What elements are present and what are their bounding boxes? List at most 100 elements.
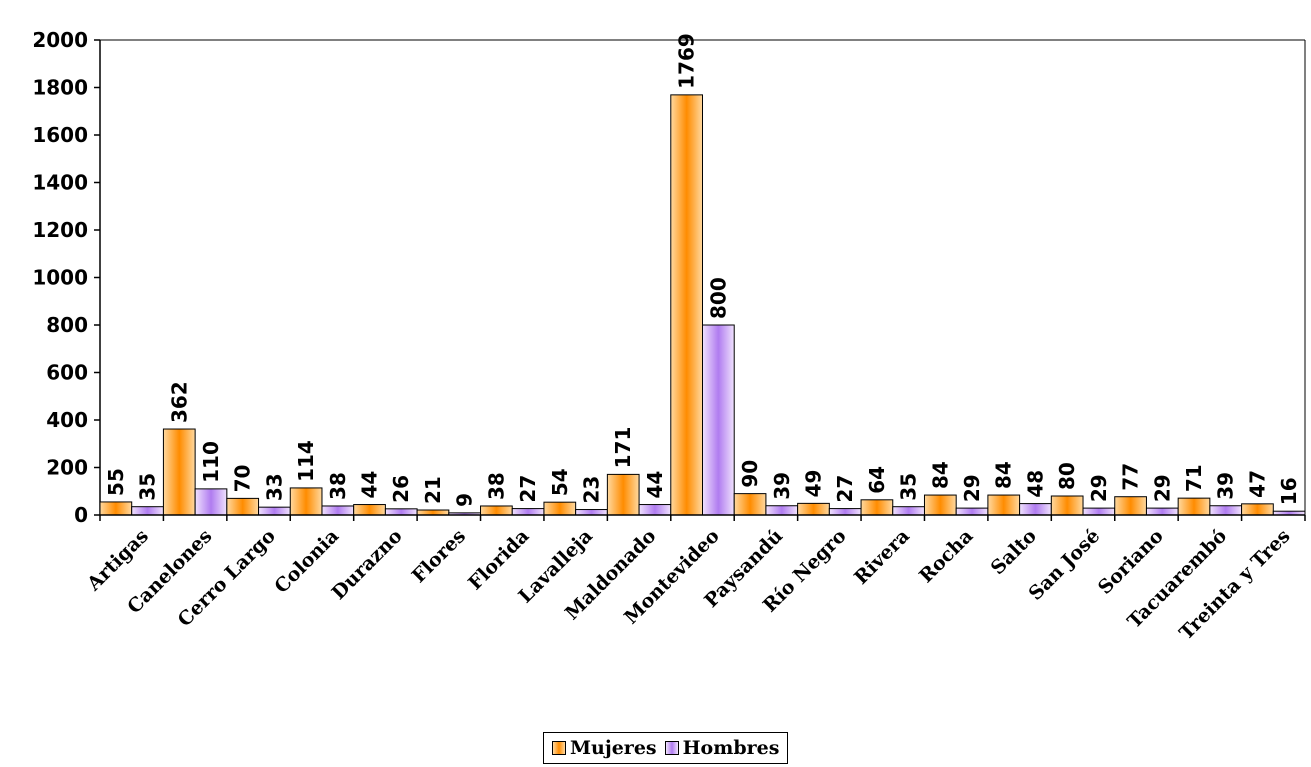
bar-hombres-15 [1082,507,1116,516]
bar-hombres-7 [575,509,608,516]
y-tick-label: 2000 [32,28,88,52]
bar-mujeres-6 [480,505,513,516]
data-label: 90 [738,460,762,488]
legend-label-hombres: Hombres [682,737,780,759]
data-label: 38 [326,472,350,500]
bar-hombres-11 [828,508,862,516]
bar-hombres-9 [702,324,735,516]
bar-mujeres-9 [670,94,704,516]
bar-hombres-8 [638,504,672,516]
bar-hombres-3 [321,505,355,516]
bar-hombres-17 [1209,505,1243,516]
bar-hombres-0 [131,506,164,516]
bar-mujeres-2 [226,497,260,516]
data-label: 44 [643,471,667,499]
y-tick-label: 1800 [32,76,88,100]
legend-label-mujeres: Mujeres [570,737,657,759]
data-label: 110 [199,441,223,483]
y-tick-label: 1400 [32,171,88,195]
bar-mujeres-13 [923,494,957,516]
bar-hombres-2 [258,506,291,516]
y-tick-label: 1600 [32,123,88,147]
bar-chart: 0 200 400 600 800 1000 1200 1400 1600 1800 2000 55… [32,28,1306,644]
bar-hombres-12 [892,506,925,516]
data-label: 21 [421,476,445,504]
y-tick-label: 800 [46,313,88,337]
bar-mujeres-4 [353,504,386,516]
data-label: 39 [1214,472,1238,500]
y-axis: 0 200 400 600 800 1000 1200 1400 1600 1800 2000 [32,28,1306,527]
bars-group [99,94,1306,516]
data-label: 49 [801,470,825,498]
data-label: 1769 [675,33,699,89]
bar-mujeres-11 [797,502,830,516]
data-label: 35 [897,473,921,501]
y-tick-label: 200 [46,456,88,480]
x-tick-label: Salto [987,525,1041,579]
bar-hombres-16 [1145,507,1179,516]
bar-hombres-1 [194,488,228,516]
data-label: 71 [1182,464,1206,492]
bar-mujeres-15 [1050,495,1084,516]
legend-swatch-hombres [664,741,679,755]
y-tick-label: 400 [46,408,88,432]
bar-mujeres-0 [99,501,133,516]
data-label: 29 [1150,474,1174,502]
bar-mujeres-10 [733,493,767,516]
y-tick-label: 1200 [32,218,88,242]
y-tick-label: 0 [74,503,88,527]
bar-hombres-10 [765,505,799,516]
x-tick-label: Treinta y Tres [1175,525,1294,644]
bar-mujeres-16 [1114,496,1147,516]
data-label: 44 [358,471,382,499]
data-label: 77 [1119,463,1143,491]
bar-hombres-14 [1019,503,1052,516]
data-label: 27 [833,475,857,503]
data-label: 80 [1055,462,1079,490]
data-label: 171 [611,427,635,469]
x-tick-label: Rivera [850,525,914,589]
data-label: 114 [294,440,318,482]
data-label: 35 [136,473,160,501]
bar-mujeres-17 [1177,497,1211,516]
x-tick-label: Rocha [915,525,977,587]
bar-mujeres-12 [860,499,894,516]
data-label: 362 [167,381,191,423]
data-label: 27 [516,475,540,503]
legend-swatch-mujeres [552,741,566,755]
legend-item-mujeres: Mujeres [552,737,657,759]
data-label: 800 [706,277,730,319]
bar-mujeres-14 [987,494,1021,516]
data-label: 55 [104,468,128,496]
legend-item-hombres: Hombres [664,737,780,759]
data-label: 9 [453,493,477,507]
data-label: 23 [580,476,604,504]
bar-mujeres-3 [289,487,323,516]
data-label: 39 [770,472,794,500]
bar-mujeres-7 [543,501,577,516]
bar-hombres-6 [511,508,545,516]
legend: Mujeres Hombres [543,732,789,764]
data-label: 70 [231,465,255,493]
data-label: 64 [865,466,889,494]
bar-mujeres-1 [162,428,196,516]
bar-mujeres-18 [1241,503,1274,516]
data-label: 29 [960,474,984,502]
bar-hombres-13 [955,507,989,516]
x-tick-label: Flores [408,525,470,587]
y-tick-label: 1000 [32,266,88,290]
data-label: 47 [1245,470,1269,498]
data-label: 26 [389,475,413,503]
data-label: 84 [992,461,1016,489]
data-label: 38 [484,472,508,500]
y-tick-label: 600 [46,361,88,385]
data-label: 84 [928,461,952,489]
data-label: 48 [1023,470,1047,498]
bar-hombres-4 [384,508,418,516]
data-label: 33 [262,473,286,501]
data-label: 29 [1087,474,1111,502]
data-label: 16 [1277,477,1301,505]
data-label: 54 [548,468,572,496]
